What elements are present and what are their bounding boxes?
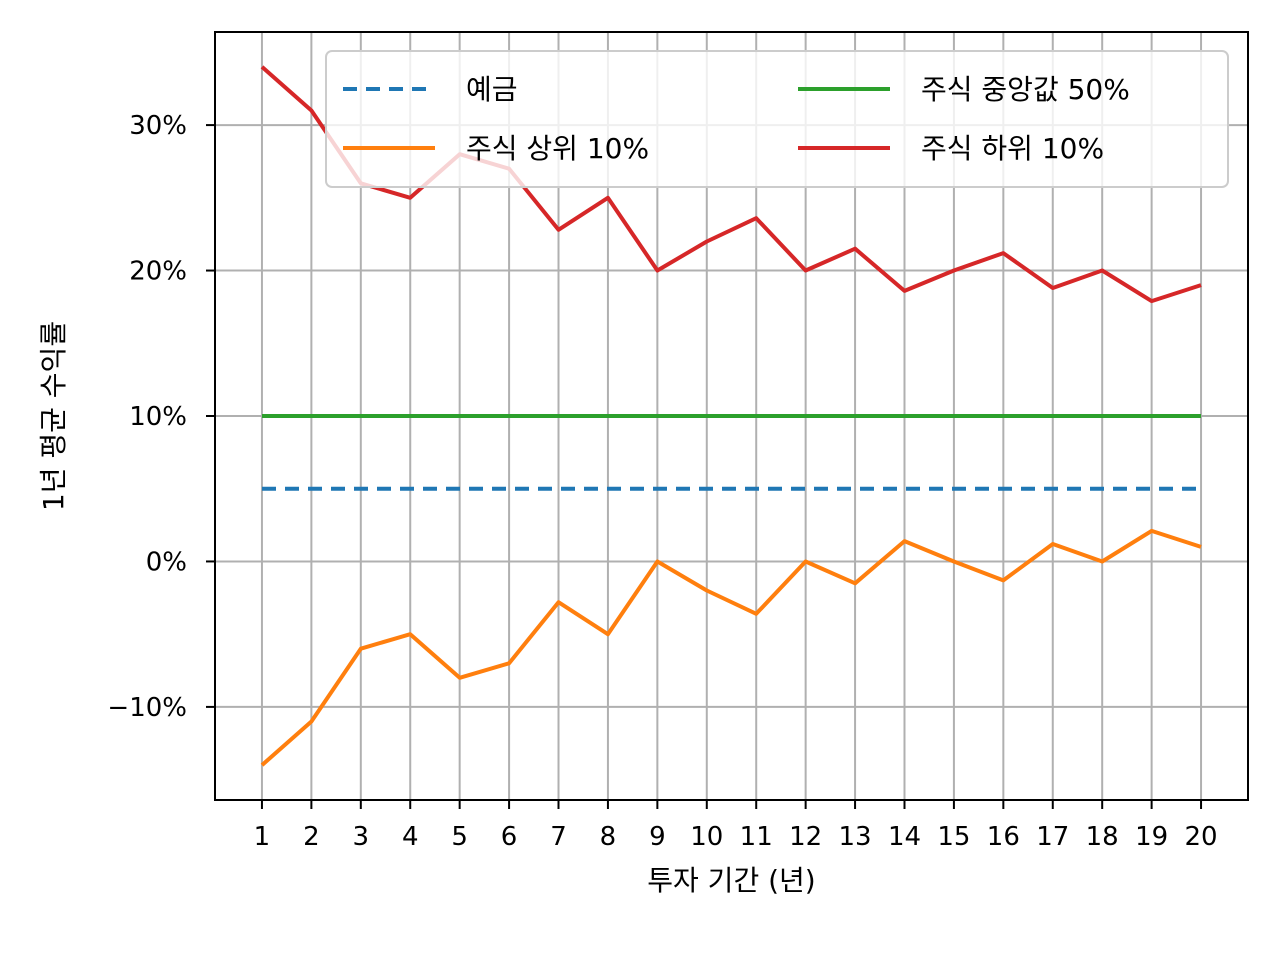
x-axis-title: 투자 기간 (년) [647,864,815,897]
series-lines [260,65,1202,767]
y-tick-label: 0% [146,547,187,577]
y-tick-label: 30% [129,111,187,141]
x-tick-label: 17 [1036,822,1069,852]
x-tick-label: 11 [740,822,773,852]
x-tick-label: 10 [690,822,723,852]
x-tick-label: 2 [303,822,320,852]
y-axis-title: 1년 평균 수익률 [37,321,70,511]
x-tick-label: 5 [451,822,468,852]
series-line [260,65,1202,304]
series-line [260,528,1202,767]
y-tick-label: −10% [107,693,187,723]
y-tick-label: 10% [129,402,187,432]
legend-label: 주식 하위 10% [921,132,1104,165]
x-tick-label: 14 [888,822,921,852]
legend-box [325,50,1229,188]
legend-label: 주식 상위 10% [466,132,649,165]
x-tick-label: 9 [649,822,666,852]
x-tick-label: 16 [987,822,1020,852]
x-tick-label: 18 [1086,822,1119,852]
x-tick-label: 8 [600,822,617,852]
legend-label: 주식 중앙값 50% [921,73,1130,106]
x-tick-label: 13 [839,822,872,852]
y-tick-label: 20% [129,257,187,287]
x-tick-label: 6 [501,822,518,852]
x-tick-label: 12 [789,822,822,852]
x-tick-label: 3 [353,822,370,852]
legend-label: 예금 [466,73,518,106]
y-axis-ticks: −10% 0% 10% 20% 30% [107,111,215,723]
x-tick-label: 1 [254,822,271,852]
x-axis-ticks: 1 2 3 4 5 6 7 8 9 10 11 12 13 14 15 16 17 18 19 20 [254,800,1218,852]
x-tick-label: 15 [937,822,970,852]
x-tick-label: 7 [550,822,567,852]
x-tick-label: 19 [1135,822,1168,852]
x-tick-label: 4 [402,822,419,852]
x-tick-label: 20 [1184,822,1217,852]
